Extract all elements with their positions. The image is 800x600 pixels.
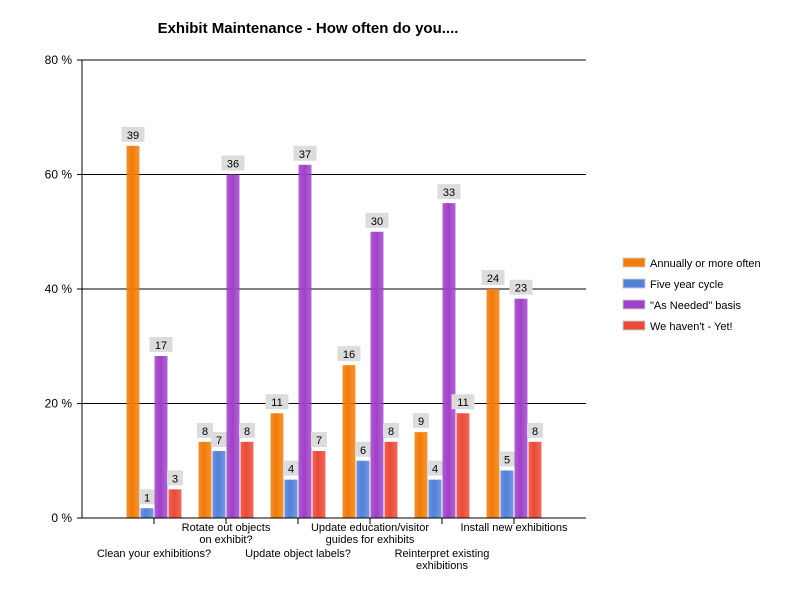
bar--as-needed-basis [226,174,240,518]
bar-annually-or-more-often [198,441,212,518]
data-label-bg [509,279,533,295]
data-label-bg [355,441,371,457]
data-label-bg [149,336,173,352]
x-tick-label: on exhibit? [199,534,252,546]
data-label: 8 [532,426,538,438]
x-tick-label: Reinterpret existing [395,548,490,560]
data-label-bg [427,460,443,476]
y-tick-label: 0 % [51,511,72,525]
bar-we-haven-t-yet- [168,489,182,518]
data-label: 7 [316,435,322,447]
y-tick-label: 40 % [45,282,73,296]
y-tick-label: 60 % [45,168,73,182]
data-label: 11 [457,397,468,409]
data-label: 4 [288,464,294,476]
data-label: 4 [432,464,438,476]
data-label-bg [197,422,213,438]
data-label-bg [499,451,515,467]
data-label-bg [365,212,389,228]
bar-five-year-cycle [140,508,154,518]
data-label-bg [437,184,461,200]
data-label: 39 [127,130,139,142]
bar-five-year-cycle [284,479,298,518]
bar-annually-or-more-often [126,145,140,518]
data-label: 1 [144,492,150,504]
data-label: 36 [227,159,239,171]
data-label: 9 [418,416,424,428]
data-label-bg [167,470,183,486]
data-label: 33 [443,187,455,199]
bar-five-year-cycle [500,470,514,518]
data-label: 3 [172,473,178,485]
bar--as-needed-basis [442,203,456,518]
data-label-bg [139,489,155,505]
legend-swatch [622,320,646,331]
data-label: 30 [371,216,383,228]
bar-annually-or-more-often [342,365,356,518]
bar-annually-or-more-often [270,413,284,518]
data-label: 8 [388,426,394,438]
bar-we-haven-t-yet- [312,451,326,518]
legend-label: "As Needed" basis [650,300,741,312]
bar-we-haven-t-yet- [528,441,542,518]
data-label-bg [527,422,543,438]
data-label-bg [413,413,429,429]
data-label-bg [337,346,361,362]
bar-annually-or-more-often [486,289,500,518]
y-tick-label: 80 % [45,53,73,67]
bar--as-needed-basis [298,164,312,518]
data-label: 16 [343,349,355,361]
bar--as-needed-basis [514,298,528,518]
legend-swatch [622,299,646,310]
data-label-bg [211,432,227,448]
x-tick-label: Update education/visitor [311,522,429,534]
data-label: 5 [504,454,510,466]
data-label-bg [383,422,399,438]
data-label-bg [221,155,245,171]
x-tick-label: Update object labels? [245,548,351,560]
legend-swatch [622,257,646,268]
legend-swatch [622,278,646,289]
legend-label: Five year cycle [650,279,723,291]
chart-title: Exhibit Maintenance - How often do you..… [158,20,459,37]
data-label-bg [239,422,255,438]
data-label-bg [283,460,299,476]
data-label: 8 [202,426,208,438]
bar-annually-or-more-often [414,432,428,518]
data-label: 6 [360,445,366,457]
bar-five-year-cycle [356,460,370,518]
bar-we-haven-t-yet- [384,441,398,518]
data-label: 7 [216,435,222,447]
x-tick-label: Clean your exhibitions? [97,548,211,560]
bar--as-needed-basis [370,231,384,518]
data-label-bg [121,126,145,142]
data-label: 37 [299,149,311,161]
x-tick-label: exhibitions [416,560,468,572]
data-label-bg [293,145,317,161]
x-tick-label: Rotate out objects [182,522,271,534]
bar-five-year-cycle [428,479,442,518]
data-label-bg [265,394,289,410]
data-label: 23 [515,283,527,295]
data-label: 11 [271,397,282,409]
x-tick-label: guides for exhibits [326,534,415,546]
data-label-bg [311,432,327,448]
legend-label: Annually or more often [650,258,761,270]
y-tick-label: 20 % [45,397,73,411]
bar-five-year-cycle [212,451,226,518]
data-label: 17 [155,340,167,352]
data-label-bg [481,270,505,285]
x-tick-label: Install new exhibitions [460,522,568,534]
data-label-bg [451,394,475,410]
bar-we-haven-t-yet- [456,413,470,518]
data-label: 8 [244,426,250,438]
bar--as-needed-basis [154,355,168,518]
legend-label: We haven't - Yet! [650,321,733,333]
bar-we-haven-t-yet- [240,441,254,518]
data-label: 24 [487,273,499,285]
